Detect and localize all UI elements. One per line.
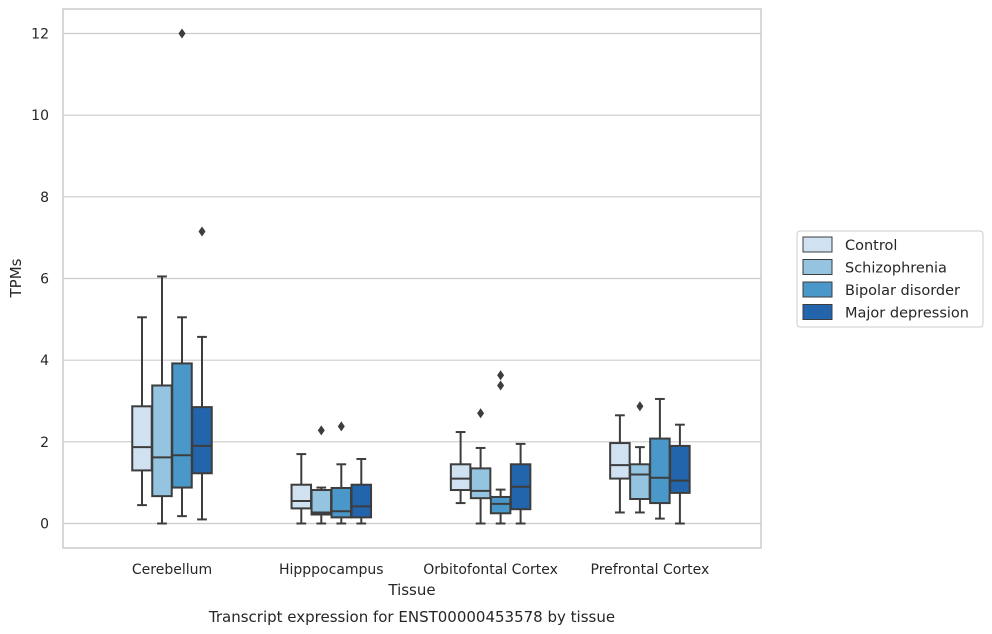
box-0-2 bbox=[171, 28, 193, 518]
legend-label: Bipolar disorder bbox=[845, 283, 960, 299]
box-0-3 bbox=[191, 226, 213, 521]
y-tick-label: 2 bbox=[40, 435, 49, 451]
y-axis-ticks: 0 2 4 6 8 10 12 bbox=[31, 27, 49, 533]
outlier-point bbox=[178, 28, 186, 39]
legend-swatch bbox=[802, 259, 833, 275]
box-0-1 bbox=[151, 275, 173, 525]
y-tick-label: 0 bbox=[40, 517, 49, 533]
outlier-point bbox=[337, 421, 345, 432]
x-tick-label: Hipppocampus bbox=[279, 562, 384, 578]
box-0-0 bbox=[131, 316, 153, 507]
box-iqr bbox=[629, 463, 651, 500]
box-1-0 bbox=[290, 453, 313, 525]
box-1-3 bbox=[350, 457, 373, 525]
y-tick-label: 12 bbox=[31, 27, 49, 43]
box-iqr bbox=[131, 405, 153, 472]
box-iqr bbox=[191, 406, 213, 475]
y-tick-label: 6 bbox=[40, 272, 49, 288]
legend-frame bbox=[796, 230, 984, 328]
x-axis-label: Tissue bbox=[387, 581, 435, 599]
x-axis-ticks: Cerebellum Hipppocampus Orbitofontal Corte… bbox=[132, 562, 709, 578]
box-1-1 bbox=[310, 425, 333, 525]
box-iqr bbox=[290, 483, 313, 510]
y-tick-label: 10 bbox=[31, 108, 49, 124]
outlier-point bbox=[317, 425, 325, 436]
outlier-point bbox=[198, 226, 206, 237]
x-tick-label: Orbitofontal Cortex bbox=[423, 562, 558, 578]
x-tick-label: Cerebellum bbox=[132, 562, 212, 578]
legend-label: Major depression bbox=[845, 306, 969, 322]
plot-frame bbox=[62, 8, 762, 549]
box-series bbox=[131, 28, 691, 525]
box-iqr bbox=[649, 437, 671, 505]
box-iqr bbox=[609, 442, 631, 480]
box-iqr bbox=[151, 384, 173, 498]
box-3-2 bbox=[649, 397, 671, 520]
box-3-0 bbox=[609, 414, 631, 514]
outlier-point bbox=[477, 408, 485, 419]
box-iqr bbox=[171, 362, 193, 489]
chart-title: Transcript expression for ENST0000045357… bbox=[208, 608, 615, 626]
legend-label: Control bbox=[845, 238, 897, 254]
box-iqr bbox=[469, 467, 492, 500]
x-tick-label: Prefrontal Cortex bbox=[591, 562, 710, 578]
outlier-point bbox=[497, 380, 505, 391]
box-3-3 bbox=[669, 423, 691, 525]
y-tick-label: 8 bbox=[40, 190, 49, 206]
legend-swatch bbox=[802, 304, 833, 320]
box-2-3 bbox=[509, 442, 532, 525]
legend: Control Schizophrenia Bipolar disorder Majo… bbox=[796, 230, 984, 328]
y-axis-label: TPMs bbox=[7, 258, 25, 298]
box-2-1 bbox=[469, 408, 492, 525]
box-iqr bbox=[330, 486, 353, 519]
legend-label: Schizophrenia bbox=[845, 261, 947, 277]
box-iqr bbox=[449, 463, 472, 492]
box-iqr bbox=[350, 483, 373, 519]
box-3-1 bbox=[629, 401, 651, 514]
legend-swatch bbox=[802, 236, 833, 253]
box-1-2 bbox=[330, 421, 353, 525]
box-iqr bbox=[489, 495, 512, 515]
y-tick-label: 4 bbox=[40, 353, 49, 369]
box-2-2 bbox=[489, 370, 512, 525]
outlier-point bbox=[497, 370, 505, 381]
box-iqr bbox=[310, 489, 333, 516]
legend-swatch bbox=[802, 281, 833, 298]
outlier-point bbox=[636, 401, 644, 412]
box-iqr bbox=[669, 444, 691, 494]
box-2-0 bbox=[449, 431, 472, 505]
